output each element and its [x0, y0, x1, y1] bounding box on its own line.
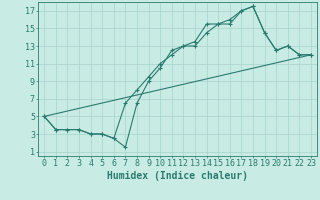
X-axis label: Humidex (Indice chaleur): Humidex (Indice chaleur) — [107, 171, 248, 181]
